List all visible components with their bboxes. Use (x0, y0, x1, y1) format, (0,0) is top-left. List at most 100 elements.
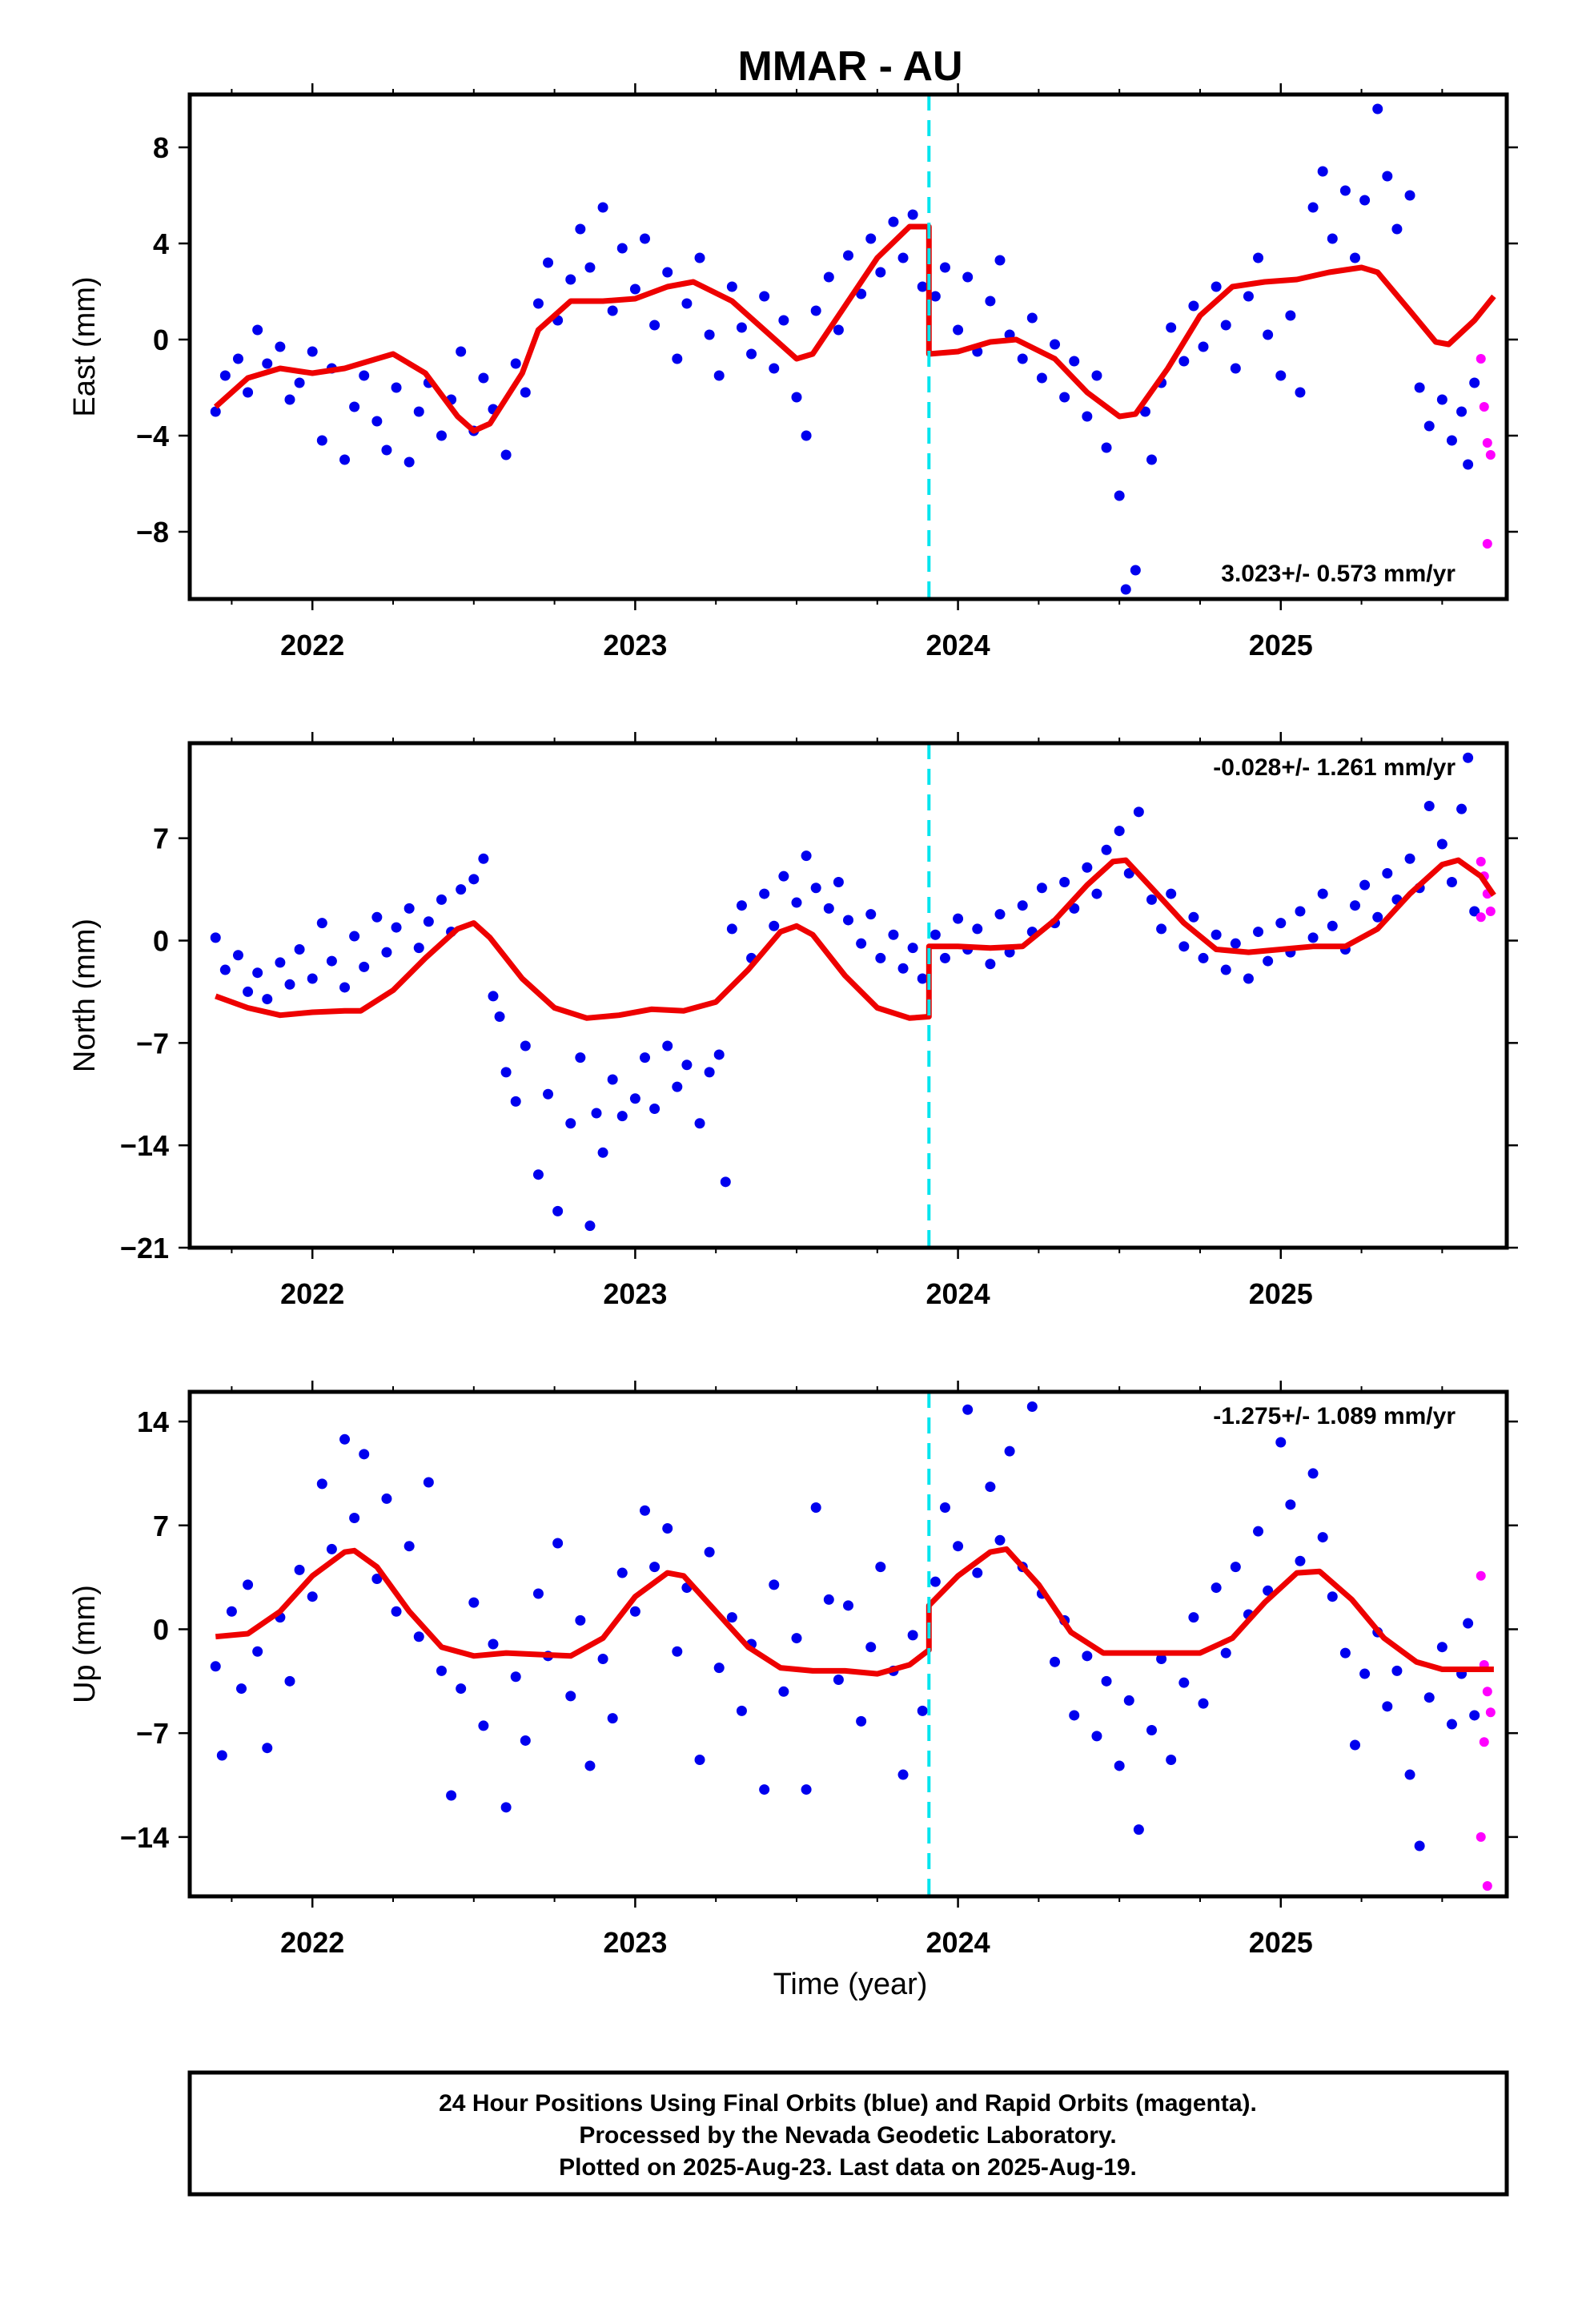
east-final-orbit-point (532, 298, 544, 309)
footer-line-1: 24 Hour Positions Using Final Orbits (bl… (439, 2090, 1257, 2117)
north-final-orbit-point (591, 1108, 602, 1119)
up-final-orbit-point (1339, 1647, 1351, 1659)
up-final-orbit-point (339, 1433, 351, 1445)
up-final-orbit-point (1436, 1642, 1447, 1653)
north-final-orbit-point (953, 913, 964, 924)
east-final-orbit-point (510, 358, 521, 369)
north-rate-label: -0.028+/- 1.261 mm/yr (1213, 754, 1456, 781)
up-final-orbit-point (865, 1642, 877, 1653)
up-x-tick-label: 2025 (1249, 1926, 1313, 1959)
up-final-orbit-point (810, 1502, 821, 1514)
east-final-orbit-point (1050, 339, 1061, 350)
up-final-orbit-point (1404, 1769, 1415, 1780)
east-final-orbit-point (1263, 329, 1274, 340)
east-final-orbit-point (736, 322, 747, 333)
east-final-orbit-point (1414, 382, 1425, 393)
north-final-orbit-point (1188, 911, 1199, 923)
north-final-orbit-point (639, 1052, 650, 1063)
north-final-orbit-point (843, 915, 853, 926)
east-final-orbit-point (371, 416, 383, 427)
up-final-orbit-point (649, 1562, 661, 1573)
up-final-orbit-point (371, 1573, 383, 1584)
up-y-tick-label: 7 (153, 1510, 169, 1542)
east-model-curve (213, 223, 1496, 434)
up-final-orbit-point (1198, 1698, 1209, 1709)
north-final-orbit-point (543, 1088, 554, 1100)
east-final-orbit-point (1220, 320, 1231, 331)
north-final-orbit-point (888, 929, 899, 940)
north-final-orbit-point (1436, 838, 1447, 850)
up-final-orbit-point (759, 1784, 770, 1795)
up-final-orbit-point (930, 1576, 941, 1587)
up-final-orbit-point (875, 1562, 886, 1573)
north-final-orbit-point (704, 1067, 715, 1078)
up-final-orbit-point (1082, 1651, 1093, 1662)
up-final-orbit-point (985, 1482, 996, 1493)
north-final-orbit-point (584, 1220, 596, 1232)
up-final-orbit-point (1350, 1739, 1361, 1751)
up-x-tick-label: 2024 (926, 1926, 990, 1959)
east-final-orbit-point (262, 358, 273, 369)
north-final-orbit-point (939, 952, 950, 963)
east-final-orbit-point (759, 291, 770, 302)
east-final-orbit-point (1036, 372, 1047, 384)
north-final-orbit-point (488, 991, 499, 1002)
north-final-orbit-point (275, 957, 286, 968)
east-y-tick-label: −4 (136, 420, 169, 452)
east-final-orbit-point (875, 267, 886, 278)
north-final-orbit-point (456, 884, 467, 895)
east-final-orbit-point (930, 291, 941, 302)
footer-line-2: Processed by the Nevada Geodetic Laborat… (579, 2122, 1116, 2149)
east-final-orbit-point (801, 430, 812, 441)
east-x-tick-label: 2022 (280, 629, 344, 661)
up-final-orbit-point (478, 1720, 489, 1731)
up-final-orbit-point (446, 1790, 457, 1801)
up-final-orbit-point (1146, 1724, 1157, 1735)
north-final-orbit-point (532, 1169, 544, 1180)
east-final-orbit-point (478, 372, 489, 384)
north-final-orbit-point (1456, 803, 1468, 814)
north-final-orbit-point (500, 1067, 512, 1078)
up-plot-area (210, 1392, 1496, 1896)
east-final-orbit-point (210, 406, 221, 417)
east-final-orbit-point (746, 348, 757, 360)
up-final-orbit-point (994, 1534, 1006, 1546)
north-final-orbit-point (1295, 906, 1306, 917)
up-final-orbit-point (778, 1686, 789, 1697)
up-final-orbit-point (262, 1743, 273, 1754)
east-final-orbit-point (1211, 281, 1222, 292)
north-final-orbit-point (597, 1147, 608, 1158)
up-panel: 2022 2023 2024 2025 −14 −7 0 7 14 Up (mm) -1.275+/… (68, 1381, 1518, 1959)
north-final-orbit-point (629, 1093, 640, 1104)
up-final-orbit-point (413, 1631, 424, 1642)
up-final-orbit-point (1220, 1647, 1231, 1659)
up-final-orbit-point (801, 1784, 812, 1795)
north-final-orbit-point (1275, 918, 1287, 929)
up-rapid-orbit-point (1479, 1737, 1489, 1747)
north-final-orbit-point (672, 1081, 683, 1092)
up-final-orbit-point (953, 1541, 964, 1552)
up-final-orbit-point (1156, 1654, 1167, 1665)
north-final-orbit-point (662, 1040, 673, 1051)
up-final-orbit-point (1166, 1755, 1177, 1766)
east-final-orbit-point (1350, 252, 1361, 263)
up-rapid-orbit-point (1476, 1570, 1486, 1581)
up-final-orbit-point (1382, 1701, 1393, 1712)
up-final-orbit-point (552, 1538, 564, 1549)
east-final-orbit-point (391, 382, 402, 393)
east-final-orbit-point (404, 456, 415, 468)
east-final-orbit-point (1327, 233, 1338, 244)
up-final-orbit-point (616, 1567, 628, 1578)
north-final-orbit-point (930, 929, 941, 940)
up-final-orbit-point (243, 1579, 254, 1590)
east-final-orbit-point (1275, 370, 1287, 381)
east-final-orbit-point (810, 305, 821, 316)
north-final-orbit-point (1146, 894, 1157, 905)
north-final-orbit-point (1263, 955, 1274, 967)
east-final-orbit-point (584, 262, 596, 273)
up-final-orbit-point (1469, 1710, 1480, 1721)
east-final-orbit-point (349, 401, 360, 412)
north-rapid-orbit-point (1485, 907, 1496, 916)
up-final-orbit-point (597, 1654, 608, 1665)
north-final-orbit-point (1082, 862, 1093, 873)
